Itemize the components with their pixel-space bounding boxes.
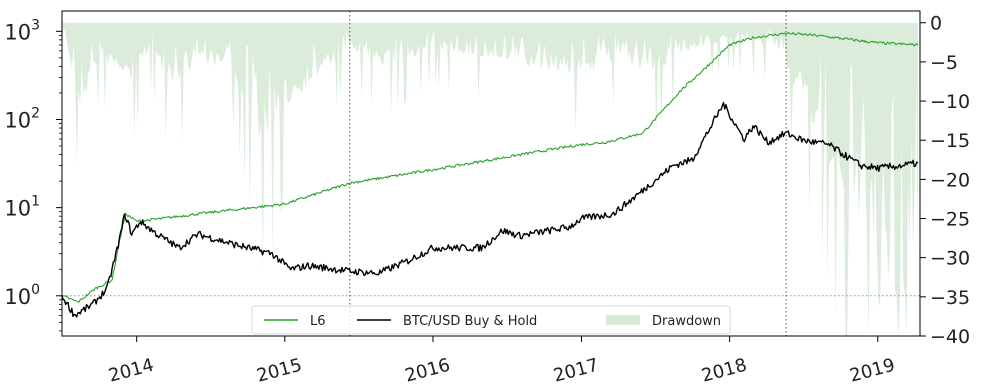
- x-tick-label: 2014: [106, 355, 156, 387]
- right-tick-label: −30: [930, 248, 970, 270]
- drawdown-series: [62, 22, 918, 336]
- x-axis: 2014 2015 2016 2017 2018 2019: [106, 336, 897, 387]
- legend-box: [251, 305, 731, 335]
- drawdown-area: [62, 22, 918, 336]
- plot-area: [61, 10, 921, 337]
- legend-label: Drawdown: [652, 314, 721, 329]
- series-line-l6: [62, 31, 919, 303]
- x-tick-label: 2016: [403, 355, 453, 387]
- left-tick-label: 102: [4, 105, 40, 132]
- legend: L6 BTC/USD Buy & Hold Drawdown: [251, 305, 731, 335]
- reference-lines: [62, 11, 920, 336]
- x-tick-label: 2017: [551, 355, 601, 387]
- right-tick-label: −40: [930, 326, 970, 348]
- left-tick-label: 101: [4, 194, 40, 221]
- left-y-axis: 100 101 102 103: [4, 17, 62, 332]
- plot-frame: [61, 10, 921, 337]
- legend-label: L6: [310, 314, 326, 329]
- x-tick-label: 2019: [848, 355, 898, 387]
- right-tick-label: −15: [930, 130, 970, 152]
- legend-swatch-drawdown: [606, 315, 640, 325]
- right-tick-label: −35: [930, 287, 970, 309]
- right-tick-label: −10: [930, 91, 970, 113]
- right-tick-label: −5: [930, 52, 958, 74]
- right-tick-label: −20: [930, 169, 970, 191]
- right-tick-label: −25: [930, 209, 970, 231]
- x-tick-label: 2018: [699, 355, 749, 387]
- left-tick-label: 103: [4, 17, 40, 44]
- series-line-btc-usd-buy-hold: [61, 101, 919, 318]
- left-tick-label: 100: [4, 282, 40, 309]
- price-series: [61, 31, 919, 318]
- legend-label: BTC/USD Buy & Hold: [403, 314, 537, 329]
- right-tick-label: 0: [930, 13, 942, 35]
- right-y-axis: 0 −5 −10 −15 −20 −25 −30 −35 −40: [920, 13, 970, 348]
- x-tick-label: 2015: [255, 355, 305, 387]
